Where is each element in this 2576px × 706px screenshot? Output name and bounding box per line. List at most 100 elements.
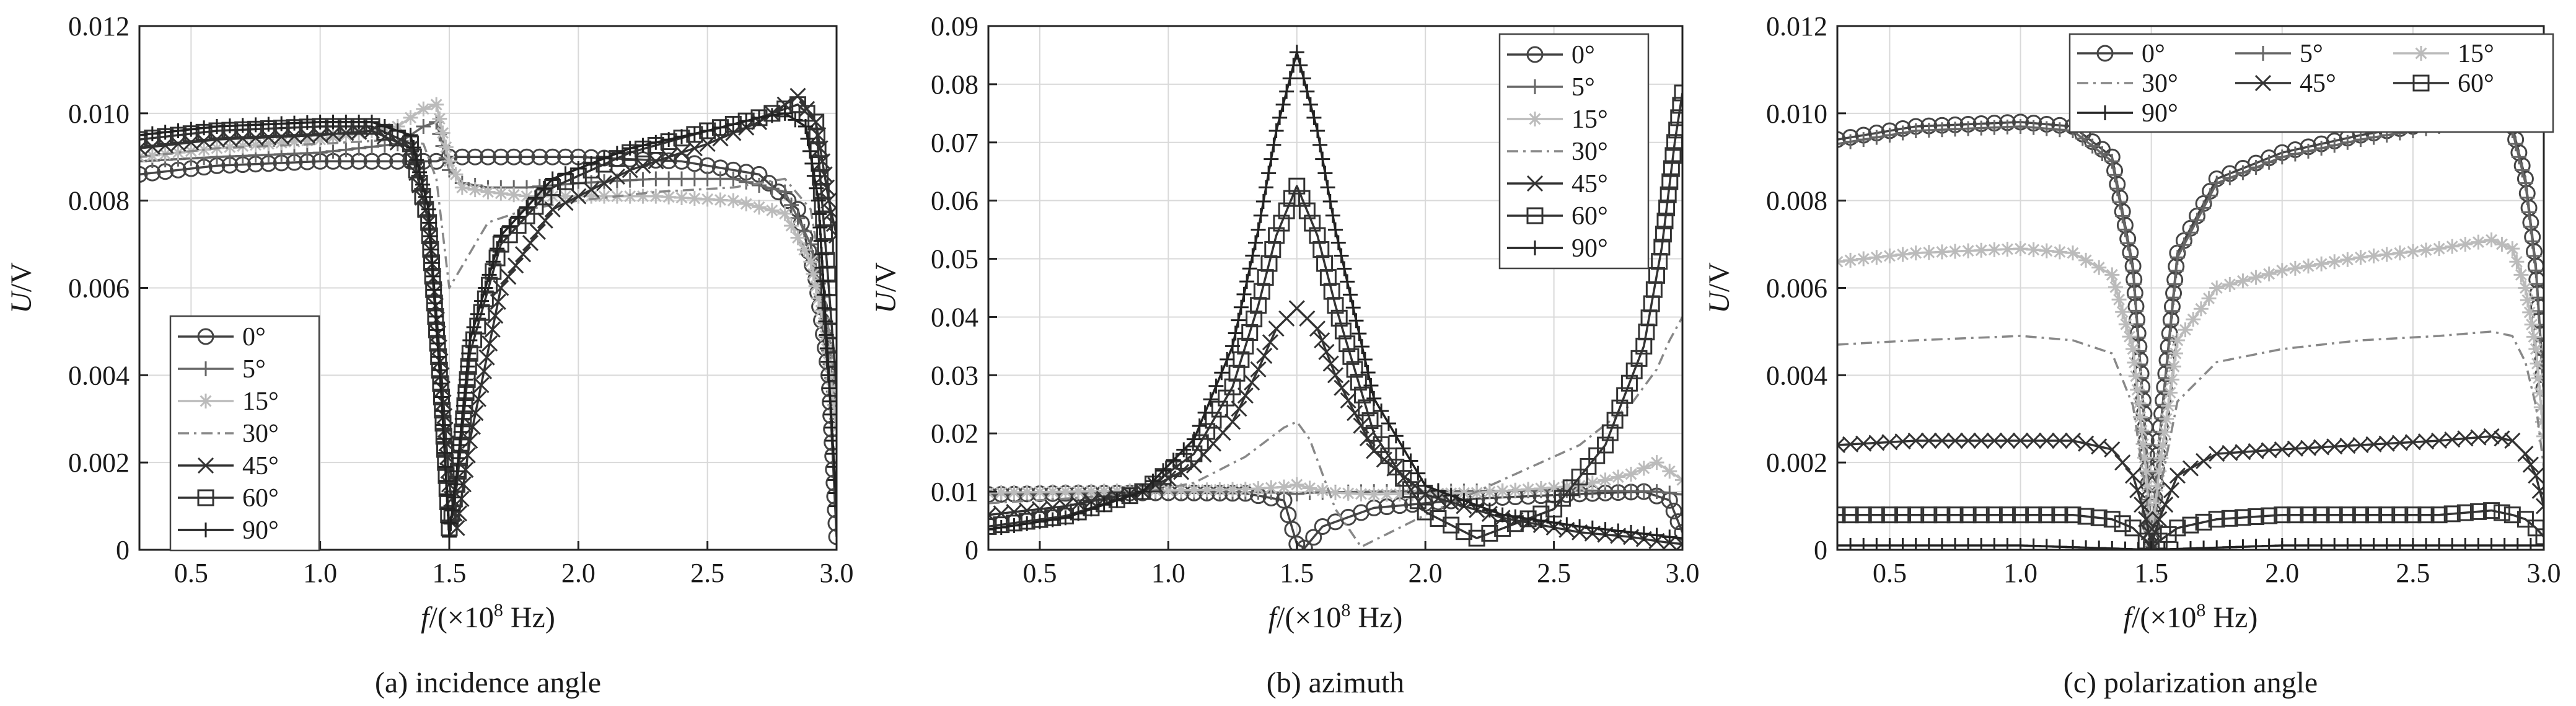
data-point	[1366, 487, 1382, 502]
y-tick-label: 0.012	[68, 11, 130, 42]
data-point	[2196, 452, 2212, 469]
data-point	[2431, 432, 2448, 449]
y-tick-label: 0	[965, 535, 978, 565]
data-point	[1649, 527, 1664, 543]
data-point	[1298, 202, 1316, 219]
data-point	[1559, 517, 1575, 532]
x-tick-label: 0.5	[174, 558, 208, 588]
data-point	[570, 188, 587, 205]
data-point	[597, 151, 612, 166]
legend-item: 90°	[178, 516, 279, 545]
data-point	[1907, 506, 1925, 524]
data-point	[2301, 258, 2316, 274]
data-point	[1361, 412, 1379, 430]
data-point	[432, 363, 447, 378]
data-point	[2432, 241, 2447, 257]
data-point	[2165, 303, 2180, 319]
data-point	[170, 123, 186, 138]
data-point	[532, 188, 547, 204]
data-point	[183, 121, 199, 137]
data-point	[2150, 479, 2165, 494]
data-point	[2125, 263, 2141, 278]
data-point	[1264, 480, 1279, 495]
series-group	[139, 87, 837, 545]
data-point	[536, 180, 552, 196]
data-point	[1109, 483, 1125, 499]
legend-marker	[2412, 74, 2430, 92]
data-point	[493, 185, 509, 201]
data-point	[584, 188, 599, 204]
data-point	[2126, 276, 2142, 291]
data-point	[1674, 524, 1682, 541]
data-point	[2529, 276, 2544, 292]
data-point	[557, 195, 574, 211]
legend-item: 0°	[1507, 41, 1595, 69]
data-point	[739, 113, 754, 129]
data-point	[1630, 350, 1648, 367]
data-point	[2201, 291, 2217, 306]
data-point	[2222, 170, 2238, 186]
data-point	[351, 114, 367, 130]
data-point	[196, 120, 212, 136]
data-point	[2274, 263, 2290, 278]
data-point	[2248, 160, 2264, 175]
data-point	[752, 200, 767, 215]
data-point	[2313, 439, 2330, 456]
data-point	[622, 188, 638, 204]
data-point	[436, 431, 452, 447]
data-point	[826, 446, 837, 462]
data-point	[1675, 531, 1682, 546]
data-point	[2167, 276, 2183, 292]
x-tick-label: 2.5	[690, 558, 724, 588]
data-point	[1256, 347, 1273, 364]
data-point	[2222, 444, 2238, 461]
legend-marker	[198, 361, 213, 376]
legend-item: 90°	[1507, 234, 1608, 263]
data-point	[2444, 431, 2461, 448]
data-point	[1309, 123, 1325, 138]
data-point	[2115, 208, 2130, 224]
data-point	[2526, 329, 2541, 345]
data-point	[2484, 537, 2499, 550]
data-point	[1656, 213, 1674, 230]
data-point	[2340, 252, 2355, 267]
legend-item: 30°	[1507, 138, 1608, 166]
data-point	[439, 487, 455, 503]
data-point	[1661, 173, 1679, 190]
data-point	[2026, 242, 2041, 257]
data-point	[1161, 483, 1176, 498]
data-point	[988, 486, 996, 501]
data-point	[2013, 118, 2028, 134]
data-point	[1482, 484, 1497, 500]
data-point	[2182, 460, 2199, 477]
data-point	[2038, 506, 2055, 524]
legend-item: 5°	[2235, 40, 2323, 68]
data-point	[1611, 469, 1626, 485]
data-point	[2261, 538, 2277, 550]
data-point	[481, 267, 497, 283]
data-point	[2178, 322, 2193, 338]
data-point	[2039, 539, 2054, 550]
y-tick-label: 0.03	[931, 360, 978, 391]
data-point	[808, 127, 825, 144]
data-point	[584, 156, 599, 171]
data-point	[700, 192, 715, 207]
data-point	[1843, 537, 1858, 550]
data-point	[1598, 522, 1613, 537]
data-point	[2065, 539, 2080, 550]
data-point	[312, 132, 328, 148]
data-point	[1469, 498, 1485, 513]
data-point	[418, 189, 433, 205]
data-point	[1521, 482, 1536, 497]
data-point	[1856, 251, 1871, 267]
data-point	[1218, 389, 1235, 407]
data-point	[527, 190, 543, 205]
data-point	[2353, 537, 2368, 550]
data-point	[2013, 241, 2028, 257]
data-point	[2193, 301, 2209, 317]
data-point	[1659, 186, 1677, 203]
data-point	[287, 134, 302, 149]
data-point	[2366, 537, 2381, 550]
data-point	[726, 117, 741, 132]
legend-label: 60°	[1572, 202, 1608, 231]
